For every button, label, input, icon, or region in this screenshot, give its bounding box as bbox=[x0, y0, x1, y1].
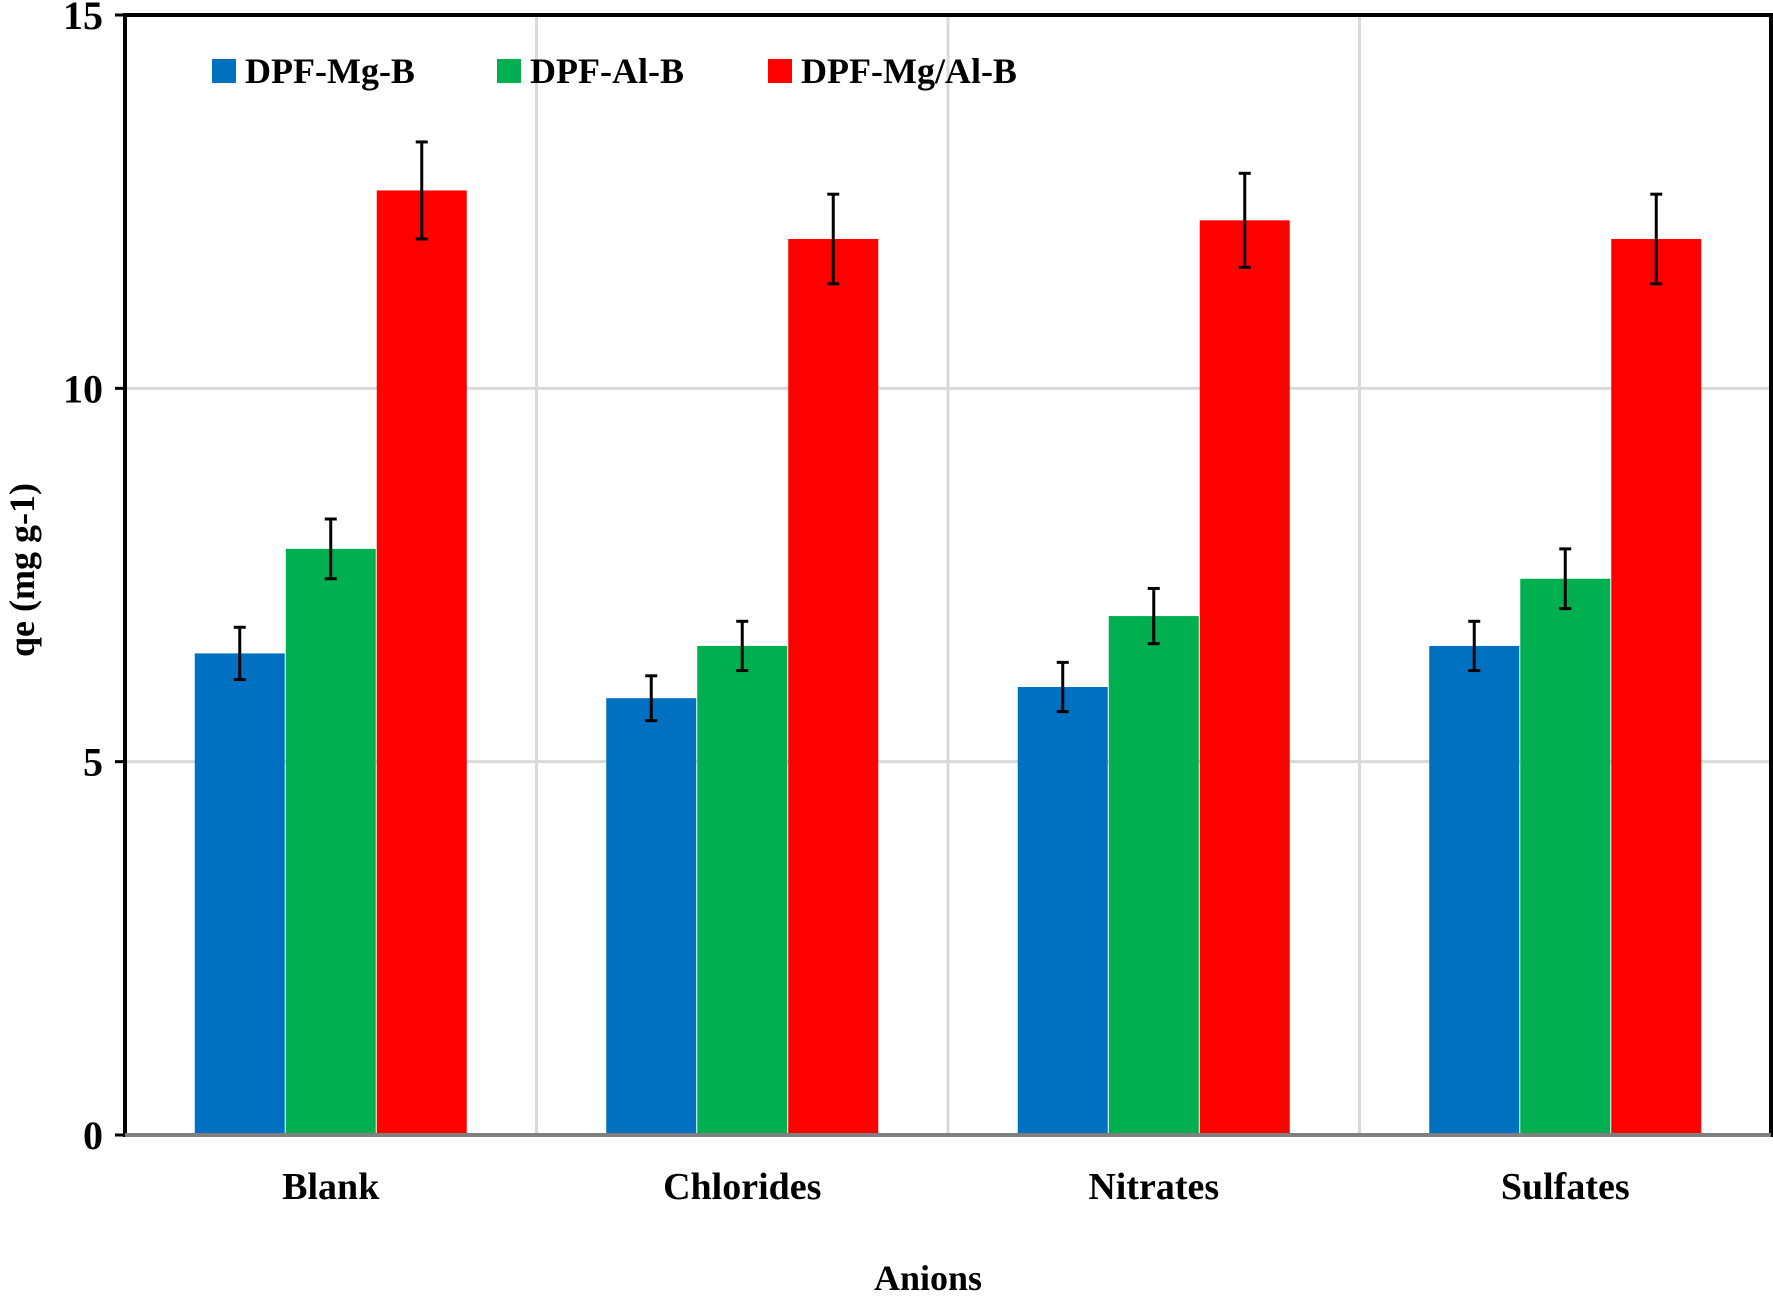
bar bbox=[788, 239, 879, 1135]
legend-label: DPF-Mg-B bbox=[245, 51, 415, 91]
y-tick-label: 0 bbox=[83, 1113, 103, 1158]
y-axis-ticks: 0 5 10 15 bbox=[63, 0, 125, 1158]
y-tick-label: 5 bbox=[83, 740, 103, 785]
bar bbox=[1199, 220, 1290, 1136]
bar bbox=[1611, 239, 1702, 1135]
bar bbox=[1520, 578, 1611, 1135]
bar bbox=[194, 653, 285, 1135]
bar bbox=[1108, 616, 1199, 1135]
error-bars bbox=[233, 140, 1663, 723]
bar bbox=[697, 645, 788, 1135]
legend-label: DPF-Al-B bbox=[530, 51, 684, 91]
x-tick-label: Sulfates bbox=[1501, 1166, 1630, 1208]
x-tick-label: Blank bbox=[282, 1166, 380, 1208]
y-tick-label: 10 bbox=[63, 366, 103, 411]
y-tick-label: 15 bbox=[63, 0, 103, 38]
x-axis-title: Anions bbox=[874, 1258, 982, 1296]
bar bbox=[1429, 645, 1520, 1135]
bars bbox=[194, 190, 1702, 1136]
legend-swatch bbox=[768, 59, 792, 83]
bar bbox=[376, 190, 467, 1135]
legend-label: DPF-Mg/Al-B bbox=[801, 51, 1017, 91]
bar bbox=[606, 698, 697, 1135]
bar bbox=[285, 548, 376, 1135]
y-axis-title: qe (mg g-1) bbox=[2, 483, 42, 657]
x-tick-label: Chlorides bbox=[663, 1166, 821, 1208]
x-axis-ticks: Blank Chlorides Nitrates Sulfates bbox=[282, 1166, 1629, 1208]
legend: DPF-Mg-B DPF-Al-B DPF-Mg/Al-B bbox=[212, 51, 1017, 91]
legend-swatch bbox=[212, 59, 236, 83]
legend-swatch bbox=[497, 59, 521, 83]
x-tick-label: Nitrates bbox=[1088, 1166, 1219, 1208]
bar bbox=[1017, 687, 1108, 1135]
